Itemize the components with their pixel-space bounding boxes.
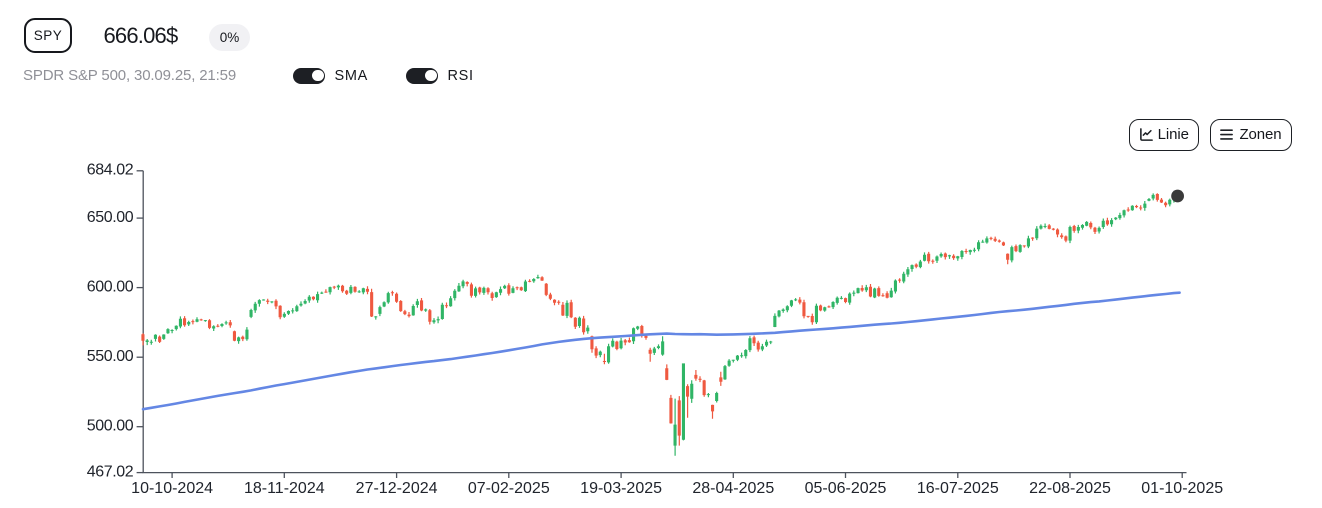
svg-text:27-12-2024: 27-12-2024 — [356, 480, 438, 497]
svg-text:18-11-2024: 18-11-2024 — [244, 480, 325, 497]
svg-text:467.02: 467.02 — [87, 464, 134, 481]
svg-text:01-10-2025: 01-10-2025 — [1141, 480, 1223, 497]
svg-text:500.00: 500.00 — [87, 418, 134, 435]
svg-text:07-02-2025: 07-02-2025 — [468, 480, 550, 497]
svg-text:05-06-2025: 05-06-2025 — [805, 480, 887, 497]
svg-text:600.00: 600.00 — [87, 279, 134, 296]
svg-text:19-03-2025: 19-03-2025 — [580, 480, 662, 497]
svg-text:16-07-2025: 16-07-2025 — [917, 480, 999, 497]
svg-text:22-08-2025: 22-08-2025 — [1029, 480, 1111, 497]
svg-text:550.00: 550.00 — [87, 348, 134, 365]
svg-text:28-04-2025: 28-04-2025 — [692, 480, 774, 497]
svg-text:684.02: 684.02 — [87, 162, 134, 179]
svg-text:650.00: 650.00 — [87, 209, 134, 226]
svg-text:10-10-2024: 10-10-2024 — [131, 480, 213, 497]
